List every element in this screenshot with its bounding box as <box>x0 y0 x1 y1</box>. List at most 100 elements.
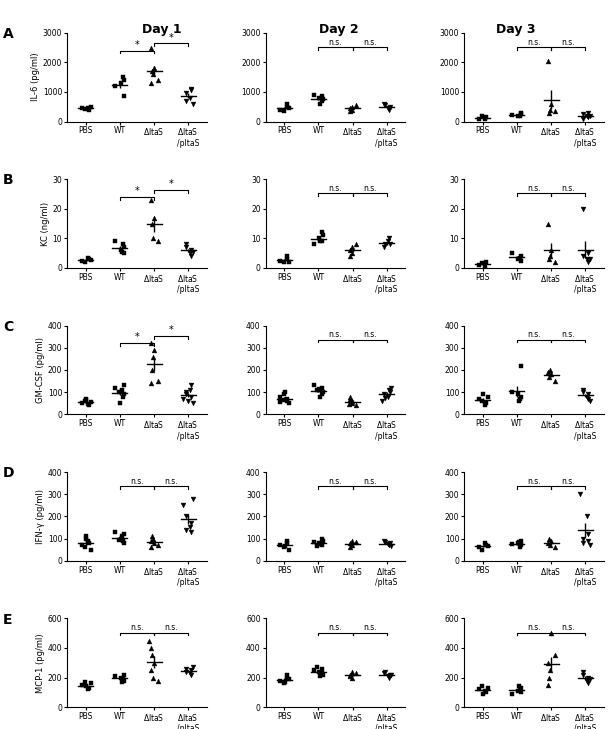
Point <box>480 537 490 549</box>
Point <box>578 384 588 396</box>
Text: n.s.: n.s. <box>561 38 575 47</box>
Point <box>309 536 318 547</box>
Point <box>146 642 156 654</box>
Point <box>383 102 393 114</box>
Point <box>516 535 526 547</box>
Point <box>380 238 390 250</box>
Point <box>318 382 328 394</box>
Point <box>380 536 390 547</box>
Point <box>346 101 356 112</box>
Point <box>282 537 292 549</box>
Point <box>81 395 90 407</box>
Point <box>84 537 93 549</box>
Point <box>318 539 328 551</box>
Point <box>81 393 91 405</box>
Point <box>77 539 87 551</box>
Point <box>153 74 163 86</box>
Point <box>583 256 593 268</box>
Point <box>483 682 493 694</box>
Point <box>147 218 157 230</box>
Point <box>317 533 326 545</box>
Point <box>284 256 294 268</box>
Point <box>282 395 292 407</box>
Point <box>119 380 129 391</box>
Point <box>282 250 292 262</box>
Point <box>280 677 290 688</box>
Point <box>585 253 595 265</box>
Point <box>312 661 322 673</box>
Point <box>345 391 355 402</box>
Text: n.s.: n.s. <box>561 623 575 632</box>
Point <box>110 382 120 394</box>
Point <box>383 670 393 682</box>
Point <box>582 253 592 265</box>
Point <box>318 663 328 674</box>
Point <box>148 533 158 545</box>
Point <box>275 391 285 402</box>
Point <box>583 112 593 123</box>
Point <box>119 668 129 680</box>
Point <box>119 241 129 253</box>
Text: A: A <box>3 27 14 41</box>
Point <box>516 107 526 119</box>
Point <box>181 87 190 99</box>
Point <box>516 682 526 694</box>
Point <box>473 259 483 270</box>
Point <box>480 685 490 697</box>
Point <box>513 110 523 122</box>
Point <box>315 666 325 677</box>
Point <box>318 93 328 105</box>
Point <box>83 252 93 263</box>
Point <box>514 681 524 693</box>
Point <box>544 371 553 383</box>
Point <box>386 669 396 681</box>
Y-axis label: IFN-γ (pg/ml): IFN-γ (pg/ml) <box>36 489 45 544</box>
Point <box>345 244 355 256</box>
Point <box>478 257 487 269</box>
Point <box>86 678 96 690</box>
Point <box>483 540 493 552</box>
Point <box>81 533 91 545</box>
Point <box>585 110 595 122</box>
Y-axis label: KC (ng/ml): KC (ng/ml) <box>41 201 49 246</box>
Point <box>315 670 325 682</box>
Point <box>315 98 325 109</box>
Point <box>282 671 292 683</box>
Point <box>508 109 517 121</box>
Point <box>148 233 158 244</box>
Point <box>513 253 523 265</box>
Point <box>119 389 129 400</box>
Text: n.s.: n.s. <box>329 184 342 193</box>
Point <box>582 391 592 402</box>
Point <box>153 375 163 387</box>
Point <box>481 256 490 268</box>
Point <box>185 522 195 534</box>
Y-axis label: MCP-1 (pg/ml): MCP-1 (pg/ml) <box>36 633 45 693</box>
Point <box>118 391 128 402</box>
Point <box>383 538 393 550</box>
Point <box>515 684 525 695</box>
Point <box>384 384 394 396</box>
Point <box>347 671 357 683</box>
Point <box>186 664 196 676</box>
Point <box>317 90 326 102</box>
Point <box>516 539 526 551</box>
Point <box>118 673 128 685</box>
Point <box>181 510 190 522</box>
Point <box>384 671 394 683</box>
Point <box>146 378 156 389</box>
Point <box>188 397 198 409</box>
Point <box>86 544 96 555</box>
Point <box>118 535 128 547</box>
Point <box>351 99 361 111</box>
Point <box>543 679 553 691</box>
Point <box>149 537 159 549</box>
Point <box>186 85 196 96</box>
Point <box>314 383 323 394</box>
Point <box>383 235 393 247</box>
Point <box>576 488 586 500</box>
Point <box>146 194 156 206</box>
Point <box>282 98 292 109</box>
Text: D: D <box>3 466 15 480</box>
Point <box>275 539 285 551</box>
